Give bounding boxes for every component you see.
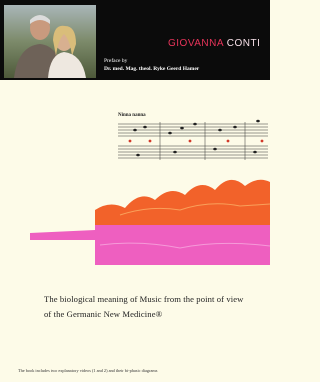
author-photo	[4, 5, 96, 78]
book-title-line2: of the Germanic New Medicine®	[44, 309, 162, 319]
sheet-music	[118, 120, 268, 160]
preface-label: Preface by	[104, 58, 127, 64]
author-first-name: GIOVANNA	[168, 38, 224, 49]
cover-art	[0, 0, 270, 382]
score-title: Ninna nanna	[118, 113, 146, 118]
preface-name: Dr. med. Mag. theol. Ryke Geerd Hamer	[104, 66, 199, 72]
pink-band	[30, 225, 270, 265]
book-cover: GIOVANNA CONTI Preface by Dr. med. Mag. …	[0, 0, 270, 382]
author-last-name: CONTI	[227, 38, 261, 49]
footer-note: The book includes two explanatory videos…	[18, 368, 157, 373]
author-name: GIOVANNA CONTI	[168, 38, 260, 49]
book-title-line1: The biological meaning of Music from the…	[44, 294, 243, 304]
orange-wave	[95, 180, 270, 225]
